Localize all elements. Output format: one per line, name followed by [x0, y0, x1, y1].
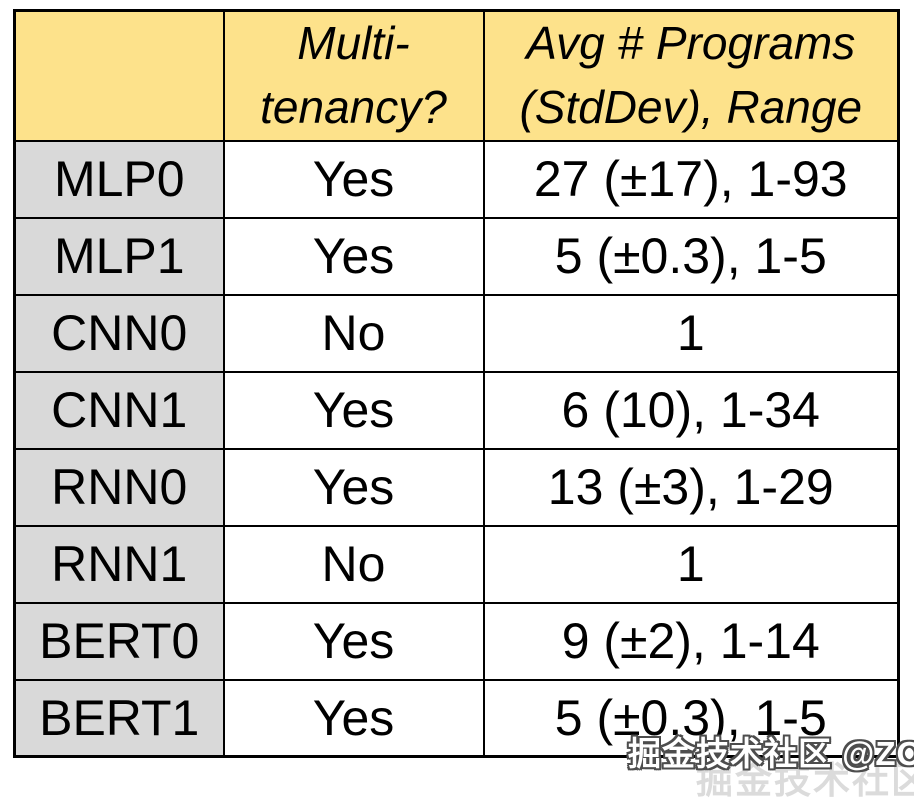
multi-tenancy-cell: No [222, 293, 485, 373]
multi-tenancy-cell: No [222, 524, 485, 604]
multi-tenancy-cell: Yes [222, 601, 485, 681]
header-cell-multi-tenancy: Multi- tenancy? [222, 9, 485, 142]
model-name-cell: BERT1 [13, 678, 225, 758]
table-row-cnn1: CNN1 Yes 6 (10), 1-34 [13, 370, 900, 450]
model-name-cell: CNN0 [13, 293, 225, 373]
programs-cell: 9 (±2), 1-14 [482, 601, 900, 681]
programs-cell: 13 (±3), 1-29 [482, 447, 900, 527]
header-multi-tenancy-line2: tenancy? [260, 80, 447, 133]
programs-cell: 5 (±0.3), 1-5 [482, 216, 900, 296]
header-avg-programs-line2: (StdDev), Range [519, 80, 863, 133]
table-header: Multi- tenancy? Avg # Programs (StdDev),… [13, 9, 900, 142]
header-avg-programs-line1: Avg # Programs [526, 17, 856, 70]
programs-cell: 1 [482, 293, 900, 373]
multi-tenancy-cell: Yes [222, 678, 485, 758]
watermark: 掘金技术社区 @ZOMI酱 [628, 735, 914, 772]
header-cell-avg-programs: Avg # Programs (StdDev), Range [482, 9, 900, 142]
header-cell-empty [13, 9, 225, 142]
model-name-cell: CNN1 [13, 370, 225, 450]
programs-cell: 1 [482, 524, 900, 604]
table-body: MLP0 Yes 27 (±17), 1-93 MLP1 Yes 5 (±0.3… [13, 139, 900, 758]
header-row: Multi- tenancy? Avg # Programs (StdDev),… [13, 9, 900, 142]
table-row-mlp0: MLP0 Yes 27 (±17), 1-93 [13, 139, 900, 219]
table-row-mlp1: MLP1 Yes 5 (±0.3), 1-5 [13, 216, 900, 296]
header-multi-tenancy-line1: Multi- [297, 17, 410, 70]
multi-tenancy-cell: Yes [222, 447, 485, 527]
table-row-bert0: BERT0 Yes 9 (±2), 1-14 [13, 601, 900, 681]
model-name-cell: RNN1 [13, 524, 225, 604]
table-row-rnn0: RNN0 Yes 13 (±3), 1-29 [13, 447, 900, 527]
model-name-cell: RNN0 [13, 447, 225, 527]
programs-cell: 27 (±17), 1-93 [482, 139, 900, 219]
table-row-rnn1: RNN1 No 1 [13, 524, 900, 604]
multi-tenancy-table: Multi- tenancy? Avg # Programs (StdDev),… [13, 9, 900, 758]
multi-tenancy-table-wrap: Multi- tenancy? Avg # Programs (StdDev),… [13, 9, 900, 758]
programs-cell: 6 (10), 1-34 [482, 370, 900, 450]
multi-tenancy-cell: Yes [222, 370, 485, 450]
table-row-bert1: BERT1 Yes 5 (±0.3), 1-5 [13, 678, 900, 758]
model-name-cell: MLP1 [13, 216, 225, 296]
table-row-cnn0: CNN0 No 1 [13, 293, 900, 373]
multi-tenancy-cell: Yes [222, 216, 485, 296]
programs-cell: 5 (±0.3), 1-5 [482, 678, 900, 758]
multi-tenancy-cell: Yes [222, 139, 485, 219]
model-name-cell: BERT0 [13, 601, 225, 681]
model-name-cell: MLP0 [13, 139, 225, 219]
